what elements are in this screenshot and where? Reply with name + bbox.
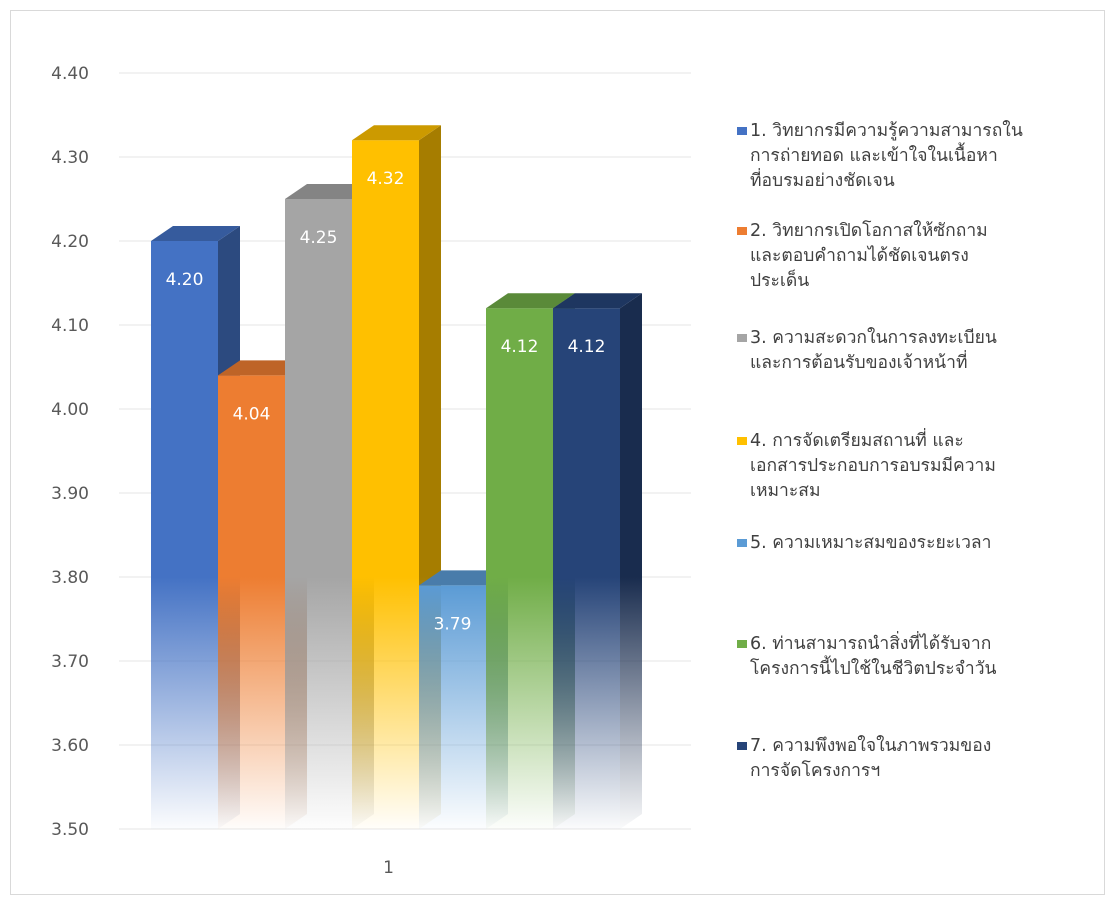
legend-label-7: 7. ความพึงพอใจในภาพรวมของ การจัดโครงการฯ [750, 736, 992, 781]
bar-front-3 [285, 199, 352, 829]
legend-label-2: 2. วิทยากรเปิดโอกาสให้ซักถาม และตอบคำถาม… [750, 221, 988, 291]
chart-frame: 3.50 3.60 3.70 3.80 3.90 4.00 4.10 4.20 4.30 4.40… [10, 10, 1105, 895]
bar-top-4 [352, 125, 441, 141]
bar-front-5 [419, 585, 486, 829]
chart-svg: 3.50 3.60 3.70 3.80 3.90 4.00 4.10 4.20 4.30 4.40… [51, 64, 691, 878]
legend-swatch-2 [737, 227, 747, 235]
legend-swatch-5 [737, 539, 747, 547]
y-tick-label: 3.80 [51, 568, 89, 588]
y-tick-label: 4.00 [51, 400, 89, 420]
data-label-4: 4.32 [367, 169, 405, 189]
bars [151, 125, 642, 829]
legend-label-6: 6. ท่านสามารถนำสิ่งที่ได้รับจาก โครงการน… [750, 634, 997, 679]
bar-front-1 [151, 241, 218, 829]
legend-swatch-1 [737, 127, 747, 135]
y-tick-label: 4.40 [51, 64, 89, 84]
bar-top-2 [218, 360, 307, 376]
data-label-1: 4.20 [166, 270, 204, 290]
legend-label-5: 5. ความเหมาะสมของระยะเวลา [750, 533, 992, 553]
y-tick-label: 4.30 [51, 148, 89, 168]
x-category-label: 1 [383, 858, 394, 878]
bar-front-6 [486, 308, 553, 829]
bar-front-2 [218, 375, 285, 829]
bar-front-4 [352, 140, 419, 829]
legend-swatch-6 [737, 640, 747, 648]
data-labels: 4.20 4.04 4.25 4.32 3.79 4.12 4.12 [166, 169, 606, 634]
y-tick-label: 3.50 [51, 820, 89, 840]
bar-top-5 [419, 570, 508, 586]
data-label-7: 4.12 [568, 337, 606, 357]
data-label-6: 4.12 [501, 337, 539, 357]
data-label-3: 4.25 [300, 228, 338, 248]
legend-swatch-7 [737, 742, 747, 750]
y-tick-label: 3.60 [51, 736, 89, 756]
legend-label-1: 1. วิทยากรมีความรู้ความสามารถใน การถ่ายท… [750, 121, 1023, 191]
bar-top-7 [553, 293, 642, 309]
y-tick-label: 4.10 [51, 316, 89, 336]
bar-front-7 [553, 308, 620, 829]
y-tick-label: 3.70 [51, 652, 89, 672]
bar-series-7 [553, 293, 642, 829]
data-label-5: 3.79 [434, 614, 472, 634]
bar-side-7 [620, 293, 642, 829]
legend-label-4: 4. การจัดเตรียมสถานที่ และ เอกสารประกอบก… [750, 431, 996, 501]
bar-top-1 [151, 226, 240, 241]
legend-swatch-4 [737, 437, 747, 445]
bar-top-6 [486, 293, 575, 309]
bar-top-3 [285, 184, 374, 199]
y-axis-ticks: 3.50 3.60 3.70 3.80 3.90 4.00 4.10 4.20 4.30 4.40 [51, 64, 89, 840]
y-tick-label: 4.20 [51, 232, 89, 252]
legend-swatch-3 [737, 334, 747, 342]
y-tick-label: 3.90 [51, 484, 89, 504]
data-label-2: 4.04 [233, 404, 271, 424]
legend: 1. วิทยากรมีความรู้ความสามารถใน การถ่ายท… [737, 119, 1115, 799]
legend-label-3: 3. ความสะดวกในการลงทะเบียน และการต้อนรับ… [750, 328, 997, 373]
